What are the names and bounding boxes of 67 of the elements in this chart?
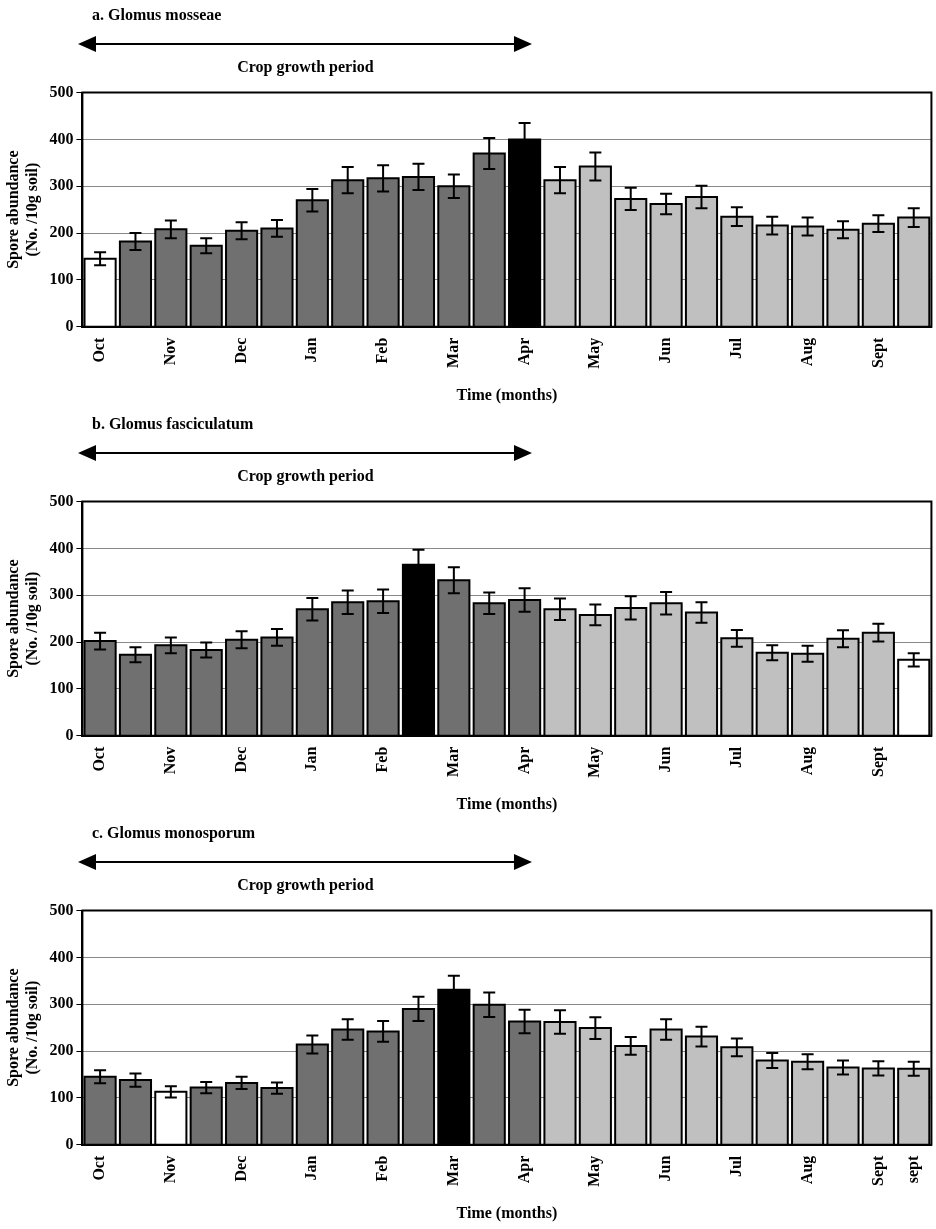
chart-title: a. Glomus mosseae bbox=[92, 6, 222, 24]
text: Crop growth period bbox=[237, 876, 374, 894]
y-tick-label: 200 bbox=[49, 1041, 74, 1059]
y-tick-label: 500 bbox=[49, 82, 74, 100]
y-axis-title: Spore abundance (No. /10g soil) bbox=[3, 559, 41, 678]
y-axis-title: Spore abundance (No. /10g soil) bbox=[3, 968, 41, 1087]
y-tick-label: 500 bbox=[49, 491, 74, 509]
x-tick-label: Jun bbox=[656, 337, 674, 364]
x-tick-label: Dec bbox=[231, 1155, 249, 1182]
y-tick-label: 100 bbox=[49, 1088, 74, 1106]
x-tick-label: Jan bbox=[302, 746, 320, 772]
x-axis-title: Time (months) bbox=[456, 1203, 558, 1222]
chart-title: c. Glomus monosporum bbox=[92, 824, 256, 842]
y-tick-label: 300 bbox=[49, 176, 74, 194]
x-tick-label: Sept bbox=[868, 1155, 887, 1186]
x-tick-label: Nov bbox=[160, 1155, 178, 1184]
y-tick-label: 400 bbox=[49, 947, 74, 965]
x-tick-label: Jan bbox=[302, 337, 320, 363]
x-tick-label: Aug bbox=[797, 1155, 816, 1185]
y-tick-label: 300 bbox=[49, 994, 74, 1012]
x-tick-label: Apr bbox=[514, 1155, 533, 1184]
x-tick-label: Oct bbox=[90, 1155, 108, 1181]
x-tick-label: Nov bbox=[160, 746, 178, 775]
x-tick-label: Mar bbox=[443, 337, 461, 368]
text: Crop growth period bbox=[237, 58, 374, 76]
y-axis-title: Spore abundance (No. /10g soil) bbox=[3, 150, 41, 269]
x-tick-label: Sept bbox=[868, 746, 887, 777]
x-tick-label: Sept bbox=[868, 337, 887, 368]
x-tick-label: sept bbox=[903, 1155, 922, 1184]
x-tick-label: Jun bbox=[656, 1155, 674, 1182]
x-axis-title: Time (months) bbox=[456, 794, 558, 813]
x-tick-label: May bbox=[585, 1155, 604, 1187]
x-tick-label: Dec bbox=[231, 337, 249, 364]
x-tick-label: Mar bbox=[443, 1155, 461, 1186]
y-tick-label: 0 bbox=[65, 1134, 74, 1152]
y-tick-label: 500 bbox=[49, 900, 74, 918]
x-tick-label: Feb bbox=[373, 1155, 391, 1182]
x-tick-label: Apr bbox=[514, 337, 533, 366]
x-tick-label: Jul bbox=[727, 337, 744, 360]
x-tick-label: Jan bbox=[302, 1155, 320, 1181]
y-tick-label: 0 bbox=[65, 316, 74, 334]
x-tick-label: Oct bbox=[90, 337, 108, 363]
text: Crop growth period bbox=[237, 467, 374, 485]
x-tick-label: Jul bbox=[727, 746, 744, 769]
x-tick-label: Nov bbox=[160, 337, 178, 366]
x-tick-label: May bbox=[585, 337, 604, 369]
x-tick-label: Apr bbox=[514, 746, 533, 775]
y-tick-label: 400 bbox=[49, 129, 74, 147]
y-tick-label: 400 bbox=[49, 538, 74, 556]
x-tick-label: Feb bbox=[373, 337, 391, 364]
y-tick-label: 0 bbox=[65, 725, 74, 743]
x-tick-label: Mar bbox=[443, 746, 461, 777]
x-axis-title: Time (months) bbox=[456, 385, 558, 404]
x-tick-label: Feb bbox=[373, 746, 391, 773]
x-tick-label: May bbox=[585, 746, 604, 778]
x-tick-label: Aug bbox=[797, 746, 816, 776]
y-tick-label: 200 bbox=[49, 632, 74, 650]
x-tick-label: Jul bbox=[727, 1155, 744, 1178]
y-tick-label: 100 bbox=[49, 679, 74, 697]
y-tick-label: 300 bbox=[49, 585, 74, 603]
chart-title: b. Glomus fasciculatum bbox=[92, 415, 254, 433]
x-tick-label: Dec bbox=[231, 746, 249, 773]
y-tick-label: 200 bbox=[49, 223, 74, 241]
y-tick-label: 100 bbox=[49, 270, 74, 288]
x-tick-label: Jun bbox=[656, 746, 674, 773]
x-tick-label: Aug bbox=[797, 337, 816, 367]
x-tick-label: Oct bbox=[90, 746, 108, 772]
